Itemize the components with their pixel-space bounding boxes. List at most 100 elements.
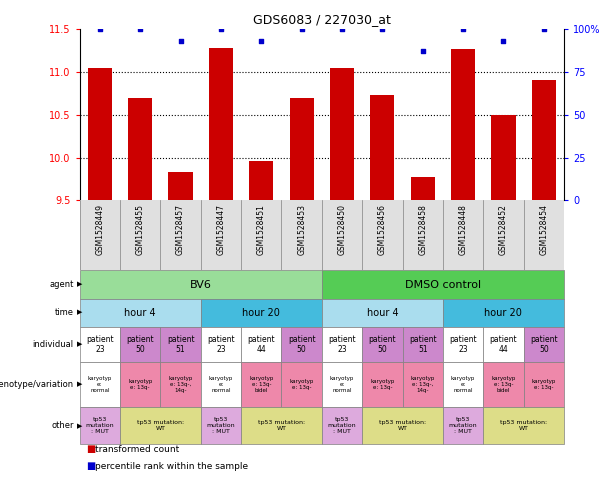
Text: tp53
mutation
: MUT: tp53 mutation : MUT [328,417,356,434]
Text: patient
51: patient 51 [409,335,436,354]
Text: hour 4: hour 4 [124,308,156,318]
Text: patient
50: patient 50 [530,335,558,354]
Text: patient
23: patient 23 [449,335,477,354]
Text: tp53
mutation
: MUT: tp53 mutation : MUT [449,417,478,434]
Bar [524,362,564,407]
Text: time: time [55,308,74,317]
Point [458,25,468,33]
Bar [362,327,403,362]
Bar [322,407,362,444]
Text: GSM1528448: GSM1528448 [459,204,468,255]
Text: karyotyp
e:
normal: karyotyp e: normal [209,376,233,393]
Text: patient
50: patient 50 [368,335,396,354]
Text: karyotyp
e: 13q-
bidel: karyotyp e: 13q- bidel [249,376,273,393]
Bar [209,48,233,200]
Bar [322,327,362,362]
Text: hour 4: hour 4 [367,308,398,318]
Bar [128,98,153,200]
Text: karyotyp
e: 13q-
bidel: karyotyp e: 13q- bidel [491,376,516,393]
Bar [281,362,322,407]
Text: hour 20: hour 20 [484,308,522,318]
Text: ▶: ▶ [77,423,82,429]
Text: percentile rank within the sample: percentile rank within the sample [95,462,248,470]
Bar [411,177,435,200]
Bar [80,407,120,444]
Text: karyotyp
e: 13q-: karyotyp e: 13q- [531,379,556,390]
Bar [451,49,475,200]
Bar [249,161,273,200]
Bar [483,407,564,444]
Text: ▶: ▶ [77,341,82,347]
Bar [322,270,564,298]
Text: karyotyp
e:
normal: karyotyp e: normal [330,376,354,393]
Bar [322,298,443,327]
Bar [201,327,241,362]
Bar [370,95,395,200]
Bar [201,407,241,444]
Text: patient
23: patient 23 [207,335,235,354]
Bar [483,362,524,407]
Text: hour 20: hour 20 [242,308,280,318]
Bar [241,327,281,362]
Text: individual: individual [32,340,74,349]
Text: GSM1528450: GSM1528450 [338,204,346,255]
Text: patient
50: patient 50 [288,335,316,354]
Point [418,47,428,55]
Point [498,37,508,45]
Bar [330,68,354,200]
Bar [403,327,443,362]
Bar [88,68,112,200]
Bar [483,327,524,362]
Point [337,25,347,33]
Text: other: other [51,421,74,430]
Bar [120,327,161,362]
Text: GSM1528447: GSM1528447 [216,204,226,255]
Text: patient
50: patient 50 [126,335,154,354]
Text: patient
23: patient 23 [86,335,113,354]
Text: tp53
mutation
: MUT: tp53 mutation : MUT [86,417,114,434]
Point [297,25,306,33]
Title: GDS6083 / 227030_at: GDS6083 / 227030_at [253,14,390,27]
Text: patient
44: patient 44 [490,335,517,354]
Text: GSM1528455: GSM1528455 [135,204,145,255]
Bar [161,327,201,362]
Text: ▶: ▶ [77,310,82,315]
Point [256,37,266,45]
Text: GSM1528456: GSM1528456 [378,204,387,255]
Text: genotype/variation: genotype/variation [0,380,74,389]
Text: BV6: BV6 [190,280,211,289]
Bar [524,327,564,362]
Bar [201,298,322,327]
Text: patient
44: patient 44 [248,335,275,354]
Text: patient
23: patient 23 [328,335,356,354]
Bar [201,362,241,407]
Text: GSM1528458: GSM1528458 [418,204,427,255]
Point [135,25,145,33]
Text: patient
51: patient 51 [167,335,194,354]
Text: GSM1528452: GSM1528452 [499,204,508,255]
Point [176,37,186,45]
Text: karyotyp
e:
normal: karyotyp e: normal [88,376,112,393]
Point [95,25,105,33]
Bar [80,362,120,407]
Bar [120,362,161,407]
Bar [443,327,483,362]
Bar [241,407,322,444]
Text: DMSO control: DMSO control [405,280,481,289]
Text: agent: agent [49,280,74,289]
Text: ■: ■ [86,444,95,454]
Bar [362,407,443,444]
Text: karyotyp
e: 13q-,
14q-: karyotyp e: 13q-, 14q- [411,376,435,393]
Bar [443,298,564,327]
Text: ■: ■ [86,461,95,471]
Text: ▶: ▶ [77,382,82,387]
Bar [443,407,483,444]
Text: ▶: ▶ [77,282,82,287]
Text: transformed count: transformed count [95,445,179,454]
Bar [403,362,443,407]
Text: karyotyp
e:
normal: karyotyp e: normal [451,376,475,393]
Text: karyotyp
e: 13q-: karyotyp e: 13q- [370,379,395,390]
Bar [169,172,192,200]
Bar [80,298,201,327]
Bar [531,80,556,200]
